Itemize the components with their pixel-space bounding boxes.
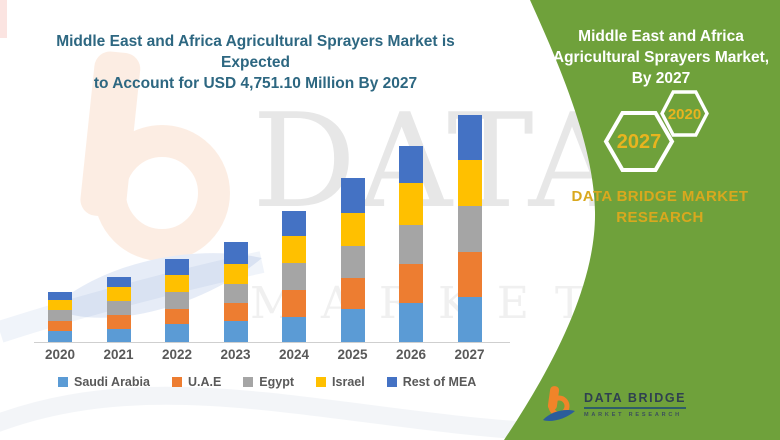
bar-segment-saudi-arabia — [223, 321, 248, 342]
legend-swatch — [386, 377, 397, 387]
bar-segment-rest-of-mea — [399, 146, 423, 184]
logo-name: DATA BRIDGE — [584, 391, 687, 409]
brand-text: DATA BRIDGE MARKET RESEARCH — [545, 186, 775, 228]
bar-segment-u-a-e — [282, 289, 306, 317]
bar-segment-u-a-e — [48, 321, 72, 331]
chart-title-line1: Middle East and Africa Agricultural Spra… — [56, 33, 455, 71]
bar-segment-egypt — [399, 225, 423, 265]
bar-segment-egypt — [165, 292, 189, 310]
bar-segment-israel — [340, 213, 365, 247]
bar-segment-israel — [282, 235, 306, 263]
watermark-logo-icon — [52, 51, 262, 318]
bar-segment-rest-of-mea — [340, 178, 365, 214]
bar-segment-egypt — [223, 284, 248, 304]
hexagon-badges: 2027 2020 — [603, 90, 709, 172]
legend-swatch — [316, 377, 327, 387]
brand-text-line1: DATA BRIDGE MARKET — [571, 188, 749, 205]
legend-item: Saudi Arabia — [58, 375, 150, 389]
bar-column-2020 — [48, 292, 72, 342]
stacked-bar-chart — [48, 114, 482, 342]
bar-column-2024 — [282, 210, 306, 342]
corner-decor-shape — [0, 0, 7, 38]
bar-segment-saudi-arabia — [340, 309, 365, 342]
bar-column-2023 — [223, 241, 248, 342]
bar-segment-israel — [48, 300, 72, 310]
bar-segment-saudi-arabia — [106, 329, 131, 342]
panel-title-line3: By 2027 — [631, 70, 691, 87]
legend-item: Israel — [316, 375, 365, 389]
footer-logo: DATA BRIDGE MARKET RESEARCH — [542, 384, 687, 426]
bar-segment-u-a-e — [223, 303, 248, 321]
bar-segment-israel — [223, 263, 248, 285]
bar-segment-israel — [106, 286, 131, 301]
chart-title: Middle East and Africa Agricultural Spra… — [28, 31, 483, 94]
x-axis-label: 2020 — [44, 347, 76, 362]
legend-label: Saudi Arabia — [74, 375, 150, 389]
bar-segment-saudi-arabia — [282, 316, 306, 342]
bar-column-2026 — [399, 146, 423, 342]
bar-segment-israel — [399, 183, 423, 226]
bar-column-2022 — [165, 259, 189, 342]
bar-segment-saudi-arabia — [399, 303, 423, 342]
legend-item: Rest of MEA — [386, 375, 477, 389]
legend-label: Israel — [332, 375, 365, 389]
bar-segment-u-a-e — [165, 309, 189, 325]
legend-item: U.A.E — [171, 375, 222, 389]
bar-segment-israel — [457, 159, 482, 207]
bar-column-2025 — [340, 178, 365, 342]
legend-label: U.A.E — [187, 375, 222, 389]
bar-segment-rest-of-mea — [165, 259, 189, 276]
legend-swatch — [171, 377, 182, 387]
bar-segment-u-a-e — [457, 251, 482, 298]
bar-segment-rest-of-mea — [223, 241, 248, 264]
legend-swatch — [243, 377, 254, 387]
x-axis-label: 2024 — [278, 347, 310, 362]
legend-swatch — [58, 377, 68, 387]
hexagon-2027 — [603, 111, 675, 172]
bar-segment-egypt — [457, 206, 482, 252]
bar-segment-rest-of-mea — [457, 114, 482, 160]
bar-segment-rest-of-mea — [48, 292, 72, 300]
x-axis-label: 2021 — [103, 347, 134, 362]
panel-title-line2: Agricultural Sprayers Market, — [552, 49, 770, 66]
legend-label: Egypt — [259, 375, 295, 389]
bar-segment-egypt — [340, 246, 365, 279]
bar-column-2027 — [457, 114, 482, 342]
bar-segment-saudi-arabia — [457, 297, 482, 342]
data-bridge-logo-icon — [543, 386, 575, 421]
chart-legend: Saudi Arabia U.A.E Egypt Israel Rest of MEA — [58, 375, 476, 389]
bar-segment-egypt — [106, 300, 131, 316]
bar-segment-egypt — [282, 262, 306, 290]
hexagon-2020 — [660, 90, 709, 137]
legend-item: Egypt — [243, 375, 294, 389]
bar-segment-u-a-e — [340, 278, 365, 309]
footer-logo-text: DATA BRIDGE MARKET RESEARCH — [584, 384, 687, 418]
bar-segment-saudi-arabia — [48, 331, 72, 342]
bar-segment-u-a-e — [399, 264, 423, 304]
chart-title-line2: to Account for USD 4,751.10 Million By 2… — [93, 75, 418, 92]
bar-segment-egypt — [48, 310, 72, 321]
bar-segment-israel — [165, 275, 189, 293]
brand-text-line2: RESEARCH — [616, 209, 704, 226]
bar-segment-u-a-e — [106, 315, 131, 330]
x-axis-label: 2026 — [395, 347, 427, 362]
panel-title: Middle East and Africa Agricultural Spra… — [548, 26, 774, 89]
panel-title-line1: Middle East and Africa — [578, 28, 744, 45]
hexagon-2027-label: 2027 — [617, 131, 662, 153]
x-axis-label: 2027 — [454, 347, 485, 362]
x-axis-label: 2025 — [337, 347, 368, 362]
x-axis-label: 2022 — [161, 347, 193, 362]
x-axis-label: 2023 — [220, 347, 251, 362]
bar-segment-rest-of-mea — [106, 276, 131, 287]
logo-subtitle: MARKET RESEARCH — [584, 412, 682, 418]
x-axis-line — [34, 342, 510, 343]
bar-column-2021 — [106, 276, 131, 342]
hexagon-2020-label: 2020 — [668, 106, 701, 123]
bar-segment-saudi-arabia — [165, 324, 189, 342]
bar-segment-rest-of-mea — [282, 210, 306, 236]
legend-label: Rest of MEA — [402, 375, 477, 389]
